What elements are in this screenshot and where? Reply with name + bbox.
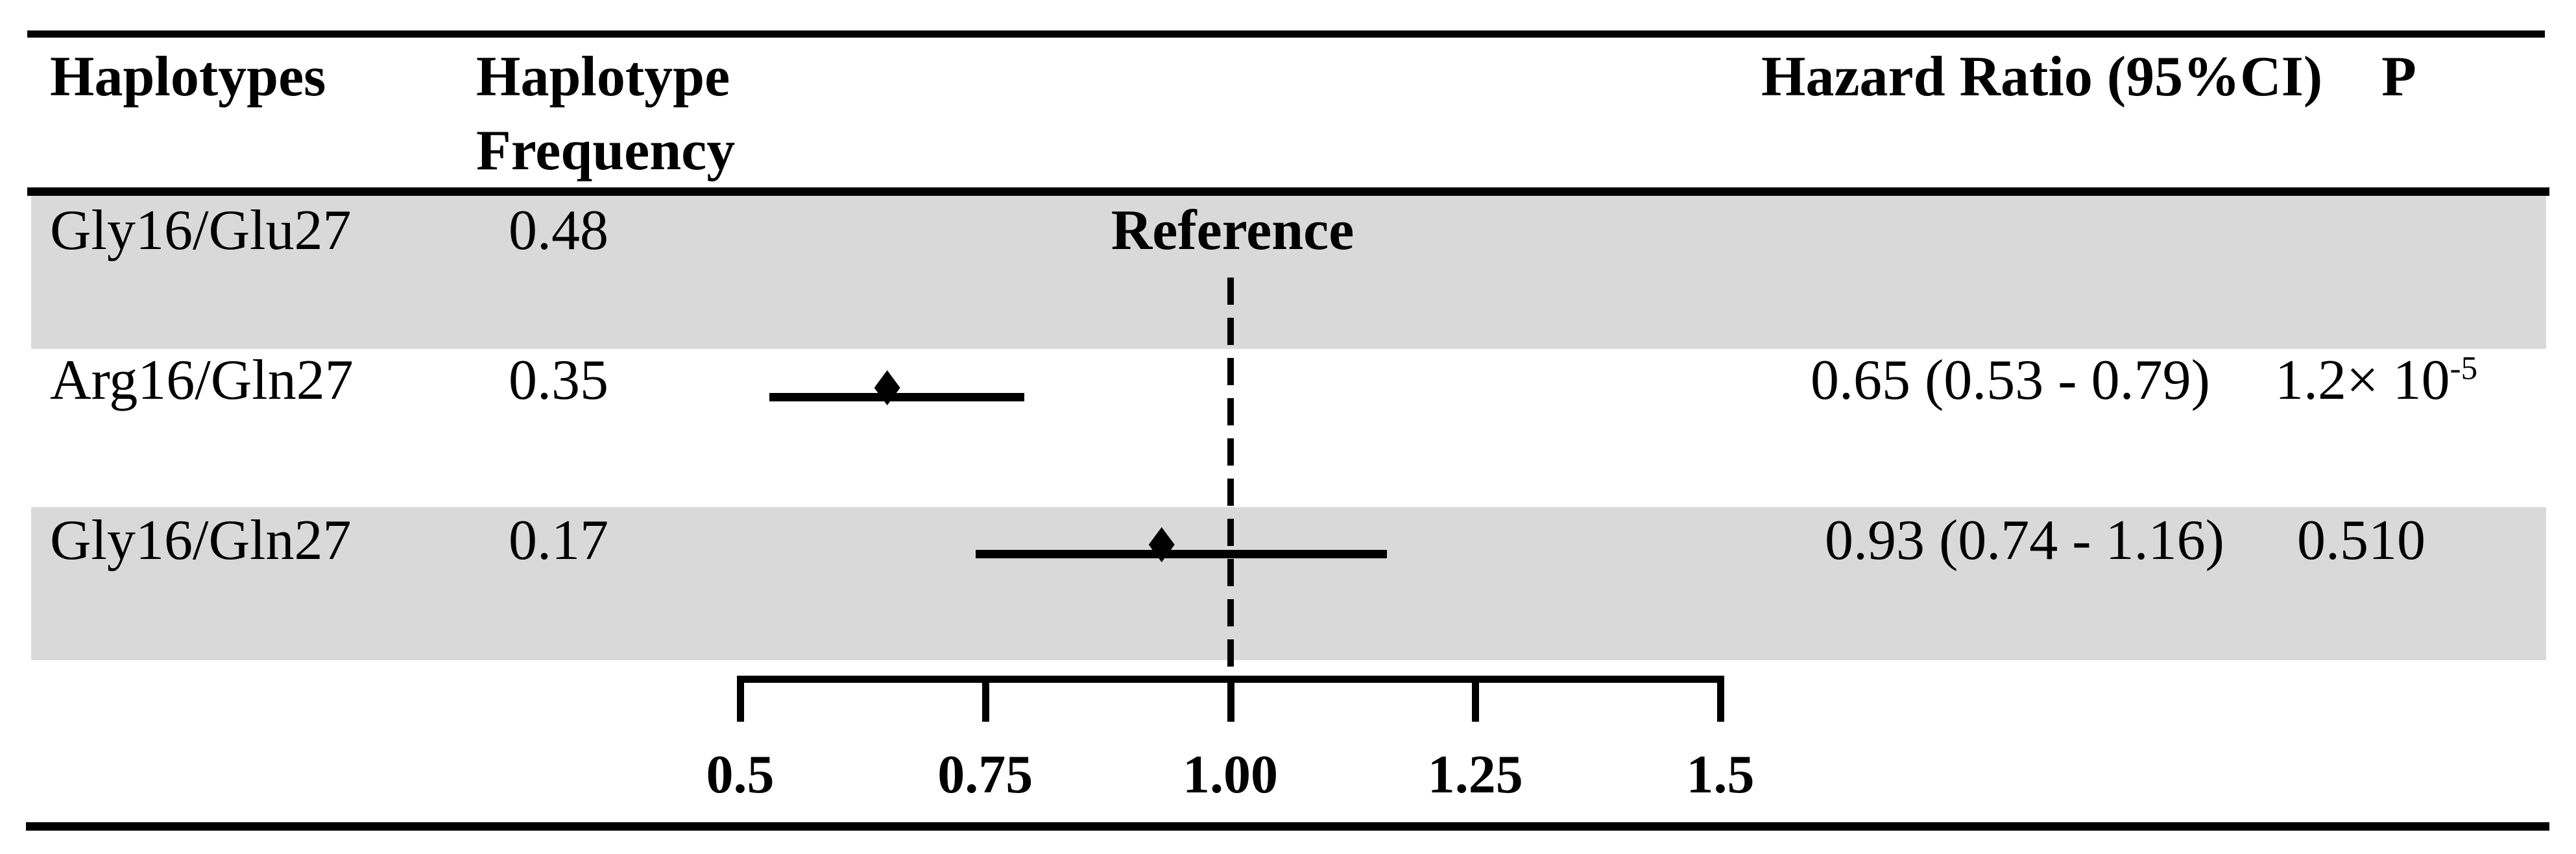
axis-tick-label: 0.5 <box>706 744 775 805</box>
column-header-hazard-ratio: Hazard Ratio (95%CI) <box>1761 45 2323 108</box>
axis-tick-label: 1.5 <box>1686 744 1755 805</box>
row-label: Arg16/Gln27 <box>50 349 354 412</box>
reference-label: Reference <box>1111 199 1354 262</box>
row-label: Gly16/Gln27 <box>50 509 352 572</box>
reference-dashed-line <box>1227 278 1234 676</box>
axis-tick <box>1717 676 1724 722</box>
top-rule <box>27 30 2545 38</box>
axis-tick <box>737 676 744 722</box>
column-header-p: P <box>2381 45 2416 108</box>
ci-line <box>769 393 1025 401</box>
axis-tick <box>981 676 989 722</box>
row-shading-band-3 <box>31 507 2546 660</box>
p-value-superscript: -5 <box>2450 350 2478 387</box>
row-label: Gly16/Glu27 <box>50 199 352 262</box>
axis-tick <box>1472 676 1480 722</box>
axis-tick <box>1227 676 1234 722</box>
header-separator-rule <box>27 187 2549 196</box>
hr-ci-value: 0.65 (0.53 - 0.79) <box>1811 349 2210 412</box>
ci-line <box>975 550 1388 558</box>
frequency-value: 0.17 <box>509 509 608 572</box>
p-value: 0.510 <box>2297 508 2426 573</box>
p-value: 1.2× 10-5 <box>2275 348 2477 413</box>
hr-ci-value: 0.93 (0.74 - 1.16) <box>1825 509 2224 572</box>
axis-tick-label: 1.00 <box>1183 744 1278 805</box>
p-value-base: 1.2× 10 <box>2275 349 2450 412</box>
column-header-frequency-line1: Haplotype <box>476 45 730 108</box>
bottom-rule <box>26 822 2549 831</box>
axis-tick-label: 1.25 <box>1427 744 1523 805</box>
row-shading-band-1 <box>31 196 2546 349</box>
p-value-base: 0.510 <box>2297 509 2426 572</box>
column-header-haplotypes: Haplotypes <box>50 45 326 108</box>
column-header-frequency-line2: Frequency <box>476 119 736 182</box>
frequency-value: 0.48 <box>509 199 608 262</box>
column-header-frequency: Haplotype Frequency <box>476 40 735 188</box>
axis-tick-label: 0.75 <box>937 744 1033 805</box>
frequency-value: 0.35 <box>509 349 608 412</box>
